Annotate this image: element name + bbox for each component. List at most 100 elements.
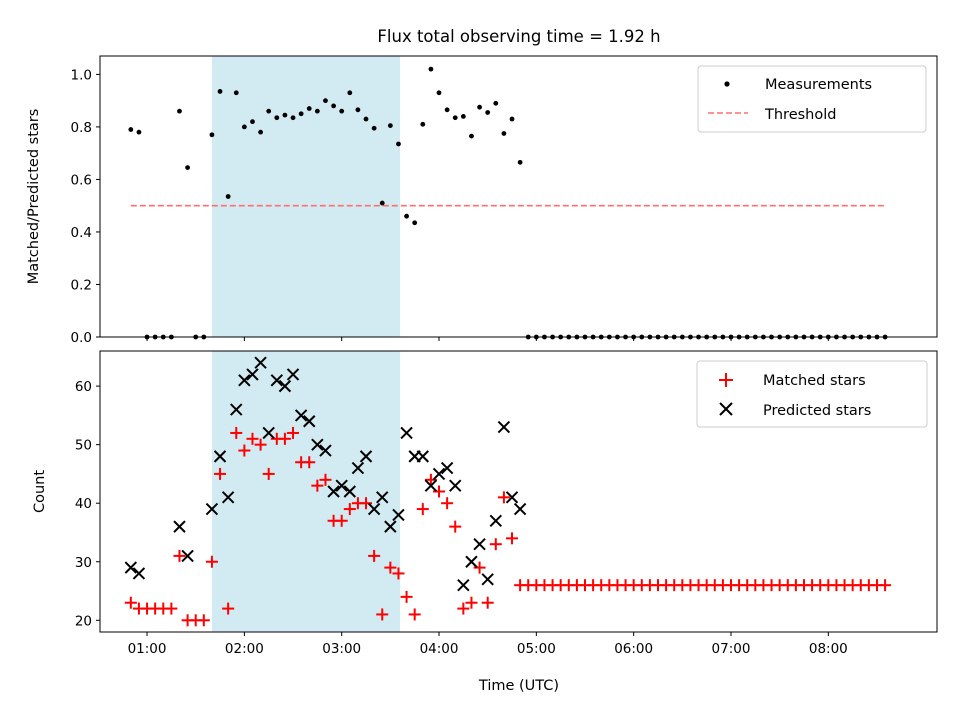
predicted-star-stroke-b <box>457 578 470 592</box>
predicted-star-point <box>400 426 413 440</box>
predicted-star-point <box>213 450 227 463</box>
measurement-point <box>274 115 280 121</box>
measurement-point <box>436 90 442 96</box>
predicted-star-stroke-b <box>473 537 486 551</box>
measurement-point <box>241 124 247 130</box>
x-tick-label: 02:00 <box>225 641 264 657</box>
predicted-star-point <box>416 450 430 463</box>
predicted-star-stroke-b <box>432 467 446 481</box>
matched-star-point <box>489 538 502 551</box>
measurement-point <box>371 125 377 131</box>
predicted-star-point <box>286 368 300 381</box>
predicted-star-point <box>327 485 340 498</box>
matched-star-point <box>343 503 356 516</box>
predicted-star-point <box>311 438 324 451</box>
predicted-star-stroke-b <box>254 356 267 369</box>
predicted-star-stroke-b <box>343 485 357 498</box>
predicted-star-stroke-b <box>221 491 235 504</box>
measurement-point <box>469 133 474 139</box>
predicted-star-point <box>376 491 389 504</box>
predicted-star-stroke-b <box>489 514 502 527</box>
predicted-star-stroke-b <box>465 555 478 568</box>
matched-star-point <box>197 614 210 627</box>
legend-predicted-label: Predicted stars <box>763 403 871 419</box>
predicted-star-stroke-b <box>270 374 284 387</box>
matched-star-point <box>506 532 519 545</box>
matched-stars-points <box>124 426 892 627</box>
measurement-point <box>493 100 499 106</box>
measurement-point <box>355 107 361 113</box>
observing-span-top <box>211 56 401 337</box>
measurement-point <box>314 108 320 114</box>
predicted-star-point <box>497 420 511 434</box>
y-tick-label: 0.8 <box>71 120 92 136</box>
predicted-star-stroke-b <box>424 479 438 492</box>
y-tick-label: 0.2 <box>71 277 92 293</box>
matched-star-point <box>408 608 421 621</box>
matched-star-point <box>376 608 389 621</box>
predicted-star-point <box>465 555 478 568</box>
matched-star-point <box>319 473 332 486</box>
predicted-star-stroke-b <box>392 508 405 522</box>
predicted-star-stroke-b <box>173 520 186 533</box>
matched-star-point <box>214 467 227 480</box>
predicted-star-point <box>473 537 486 551</box>
predicted-star-stroke-b <box>278 379 292 393</box>
measurement-point <box>387 123 393 128</box>
predicted-star-point <box>262 426 275 440</box>
predicted-star-point <box>319 444 332 457</box>
matched-star-point <box>238 444 251 457</box>
predicted-star-point <box>205 502 219 516</box>
measurement-point <box>347 90 353 96</box>
top-legend: Measurements Threshold <box>697 65 927 133</box>
y-tick-label: 0.0 <box>71 330 92 346</box>
measurement-point <box>290 115 296 121</box>
predicted-star-point <box>513 502 527 516</box>
matched-star-point <box>441 497 454 510</box>
matched-star-point <box>287 426 300 439</box>
predicted-star-stroke-b <box>440 461 454 475</box>
measurement-point <box>282 112 288 118</box>
measurement-point <box>444 107 450 113</box>
predicted-star-point <box>132 567 146 580</box>
predicted-star-stroke-b <box>481 573 494 586</box>
matched-star-point <box>246 432 259 445</box>
predicted-star-point <box>278 379 292 393</box>
x-axis-label: Time (UTC) <box>478 678 559 694</box>
top-y-ticks: 0.0 0.2 0.4 0.6 0.8 1.0 <box>71 67 100 346</box>
legend-measurements-marker <box>724 81 730 87</box>
predicted-star-stroke-b <box>294 409 308 422</box>
x-tick-label: 08:00 <box>809 641 848 657</box>
predicted-star-point <box>384 520 397 533</box>
measurement-point <box>250 119 255 125</box>
predicted-star-stroke-b <box>262 426 275 440</box>
predicted-star-stroke-b <box>384 520 397 533</box>
x-tick-label: 05:00 <box>517 641 556 657</box>
predicted-star-stroke-b <box>351 461 365 475</box>
predicted-star-stroke-b <box>230 403 243 416</box>
measurement-point <box>404 213 409 219</box>
predicted-star-stroke-b <box>205 502 219 516</box>
predicted-star-stroke-b <box>513 502 527 516</box>
x-tick-label: 07:00 <box>712 641 751 657</box>
matched-star-point <box>424 473 437 486</box>
measurement-point <box>420 121 426 127</box>
legend-predicted-marker <box>719 402 733 416</box>
y-tick-label: 1.0 <box>71 67 92 83</box>
measurement-point <box>379 200 385 206</box>
matched-star-point <box>311 479 324 492</box>
predicted-star-stroke-b <box>416 450 430 463</box>
predicted-star-stroke-b <box>181 549 194 563</box>
bottom-x-ticks: 01:00 02:00 03:00 04:00 05:00 06:00 07:00 08:00 <box>128 632 848 657</box>
predicted-star-point <box>335 479 348 492</box>
legend-threshold-label: Threshold <box>764 107 836 123</box>
predicted-star-point <box>173 520 186 533</box>
matched-star-point <box>433 485 446 498</box>
predicted-star-point <box>254 356 267 369</box>
predicted-star-stroke-b <box>359 450 373 463</box>
predicted-star-point <box>449 479 462 492</box>
predicted-star-point <box>489 514 502 527</box>
measurement-point <box>477 104 482 110</box>
matched-star-point <box>335 514 348 527</box>
matched-star-point <box>449 520 462 533</box>
